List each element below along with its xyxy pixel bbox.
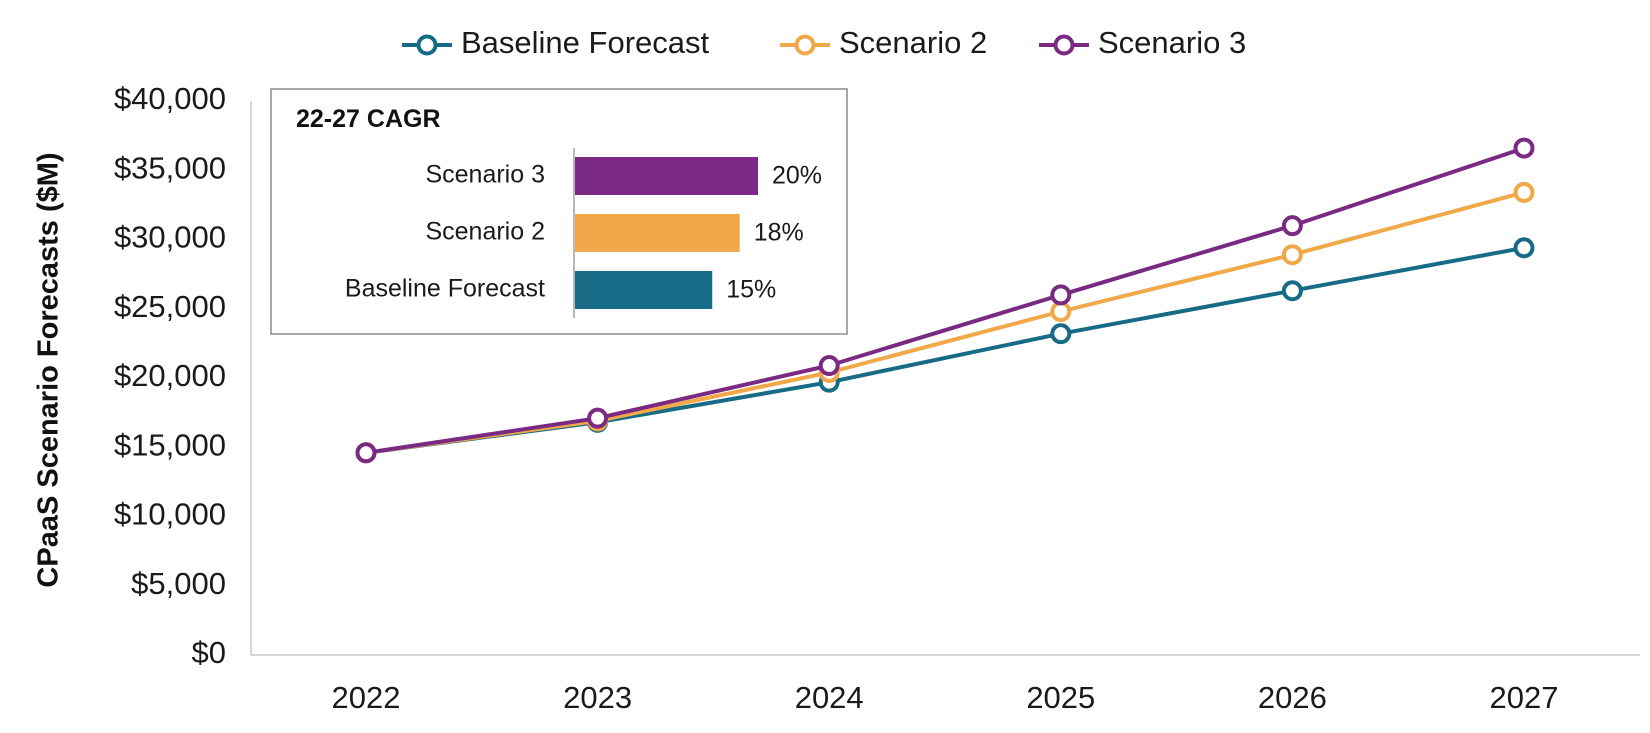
y-tick-label: $15,000	[114, 427, 226, 462]
cagr-bar	[575, 271, 713, 309]
legend-label: Scenario 2	[839, 25, 987, 60]
legend-label: Scenario 3	[1098, 25, 1246, 60]
data-point-scenario-3	[587, 407, 609, 429]
cagr-bar	[575, 214, 740, 252]
cagr-row: Baseline Forecast 15%	[345, 271, 776, 309]
cagr-inset-frame	[270, 88, 848, 335]
y-tick-label: $10,000	[114, 497, 226, 532]
y-axis-label: CPaaS Scenario Forecasts ($M)	[33, 152, 65, 587]
series-layer	[355, 137, 1535, 464]
data-point-scenario-3	[1513, 137, 1535, 159]
y-tick-label: $20,000	[114, 358, 226, 393]
cagr-inset: 22-27 CAGR Scenario 3 20% Scenario 2 18% Bas…	[270, 88, 848, 335]
y-tick-label: $0	[192, 635, 226, 670]
data-point-baseline-forecast	[1050, 323, 1072, 345]
cagr-row: Scenario 2 18%	[425, 214, 804, 252]
legend-swatch-marker	[1053, 34, 1075, 56]
data-point-scenario-3	[1050, 284, 1072, 306]
legend-swatch-marker	[794, 34, 816, 56]
data-point-scenario-3	[1281, 215, 1303, 237]
x-tick-label: 2022	[332, 680, 401, 715]
data-point-baseline-forecast	[1513, 237, 1535, 259]
y-tick-label: $40,000	[114, 81, 226, 116]
data-point-scenario-2	[1281, 244, 1303, 266]
legend-item-baseline-forecast: Baseline Forecast	[402, 25, 710, 60]
y-tick-label: $5,000	[131, 566, 226, 601]
legend-item-scenario-2: Scenario 2	[780, 25, 987, 60]
data-point-scenario-3	[355, 442, 377, 464]
x-tick-label: 2027	[1490, 680, 1559, 715]
y-axis-ticks: $0 $5,000 $10,000 $15,000 $20,000 $25,000 $30,…	[114, 81, 226, 670]
cagr-row: Scenario 3 20%	[425, 157, 822, 195]
y-tick-label: $30,000	[114, 220, 226, 255]
series-scenario-3	[355, 137, 1535, 464]
x-tick-label: 2024	[795, 680, 864, 715]
x-tick-label: 2026	[1258, 680, 1327, 715]
data-point-scenario-2	[1050, 301, 1072, 323]
cagr-category-label: Scenario 3	[425, 161, 545, 189]
x-axis-ticks: 2022 2023 2024 2025 2026 2027	[332, 680, 1559, 715]
cagr-value-label: 20%	[772, 162, 822, 190]
y-tick-label: $35,000	[114, 150, 226, 185]
cagr-value-label: 15%	[726, 276, 776, 304]
legend: Baseline Forecast Scenario 2 Scenario 3	[402, 25, 1246, 60]
cagr-category-label: Scenario 2	[425, 218, 545, 246]
cagr-inset-bars: Scenario 3 20% Scenario 2 18% Baseline Forec…	[345, 157, 822, 309]
x-tick-label: 2023	[563, 680, 632, 715]
data-point-scenario-3	[818, 355, 840, 377]
data-point-scenario-2	[1513, 181, 1535, 203]
data-point-baseline-forecast	[1281, 280, 1303, 302]
legend-swatch-marker	[416, 34, 438, 56]
cagr-bar	[575, 157, 758, 195]
series-line-scenario-2	[365, 190, 1525, 455]
cagr-category-label: Baseline Forecast	[345, 275, 545, 303]
y-tick-label: $25,000	[114, 289, 226, 324]
series-line-scenario-3	[365, 146, 1525, 455]
x-tick-label: 2025	[1026, 680, 1095, 715]
legend-item-scenario-3: Scenario 3	[1039, 25, 1246, 60]
cagr-value-label: 18%	[754, 219, 804, 247]
cagr-inset-title: 22-27 CAGR	[296, 105, 441, 133]
legend-label: Baseline Forecast	[461, 25, 710, 60]
